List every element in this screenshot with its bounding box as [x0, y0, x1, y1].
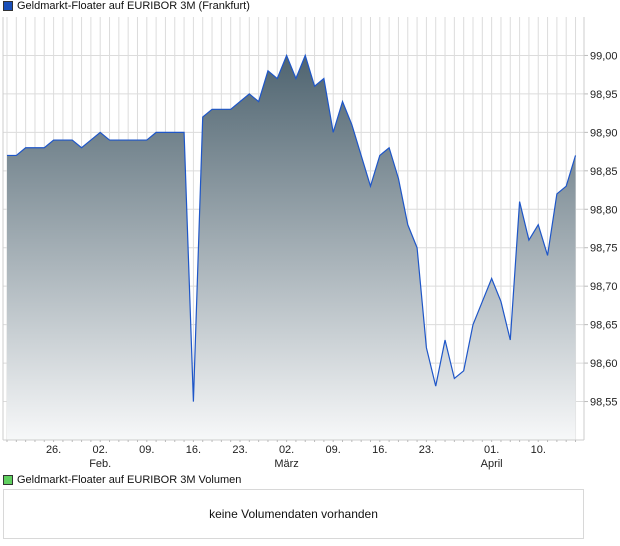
x-tick-label: 02.	[93, 444, 108, 456]
price-legend-label: Geldmarkt-Floater auf EURIBOR 3M (Frankf…	[17, 0, 250, 12]
volume-panel: keine Volumendaten vorhanden	[3, 489, 584, 539]
x-tick-label: 02.	[279, 444, 294, 456]
x-month-label: April	[481, 458, 503, 470]
price-area-fill	[7, 55, 576, 441]
y-tick-label: 98,75	[590, 243, 618, 255]
price-legend-swatch	[3, 1, 13, 11]
x-tick-label: 23.	[232, 444, 247, 456]
y-tick-label: 98,70	[590, 281, 618, 293]
y-tick-label: 98,90	[590, 127, 618, 139]
x-tick-label: 09.	[139, 444, 154, 456]
price-legend: Geldmarkt-Floater auf EURIBOR 3M (Frankf…	[3, 0, 250, 12]
x-tick-label: 16.	[186, 444, 201, 456]
volume-empty-message: keine Volumendaten vorhanden	[209, 507, 378, 521]
x-tick-label: 26.	[46, 444, 61, 456]
y-tick-label: 98,80	[590, 204, 618, 216]
x-tick-label: 10.	[531, 444, 546, 456]
x-tick-label: 01.	[484, 444, 499, 456]
x-month-label: März	[274, 458, 298, 470]
y-tick-label: 99,00	[590, 50, 618, 62]
y-tick-label: 98,85	[590, 166, 618, 178]
y-tick-label: 98,60	[590, 358, 618, 370]
y-tick-label: 98,65	[590, 320, 618, 332]
y-tick-label: 98,55	[590, 397, 618, 409]
x-month-label: Feb.	[89, 458, 111, 470]
x-tick-label: 23.	[419, 444, 434, 456]
price-chart: 98,55 98,60 98,65 98,70 98,75 98,80 98,85 98,90…	[2, 17, 618, 470]
volume-legend: Geldmarkt-Floater auf EURIBOR 3M Volumen	[3, 474, 241, 486]
x-tick-label: 09.	[326, 444, 341, 456]
price-line	[7, 53, 577, 402]
y-tick-label: 98,95	[590, 89, 618, 101]
volume-legend-swatch	[3, 475, 13, 485]
volume-legend-label: Geldmarkt-Floater auf EURIBOR 3M Volumen	[17, 474, 242, 486]
x-tick-label: 16.	[372, 444, 387, 456]
